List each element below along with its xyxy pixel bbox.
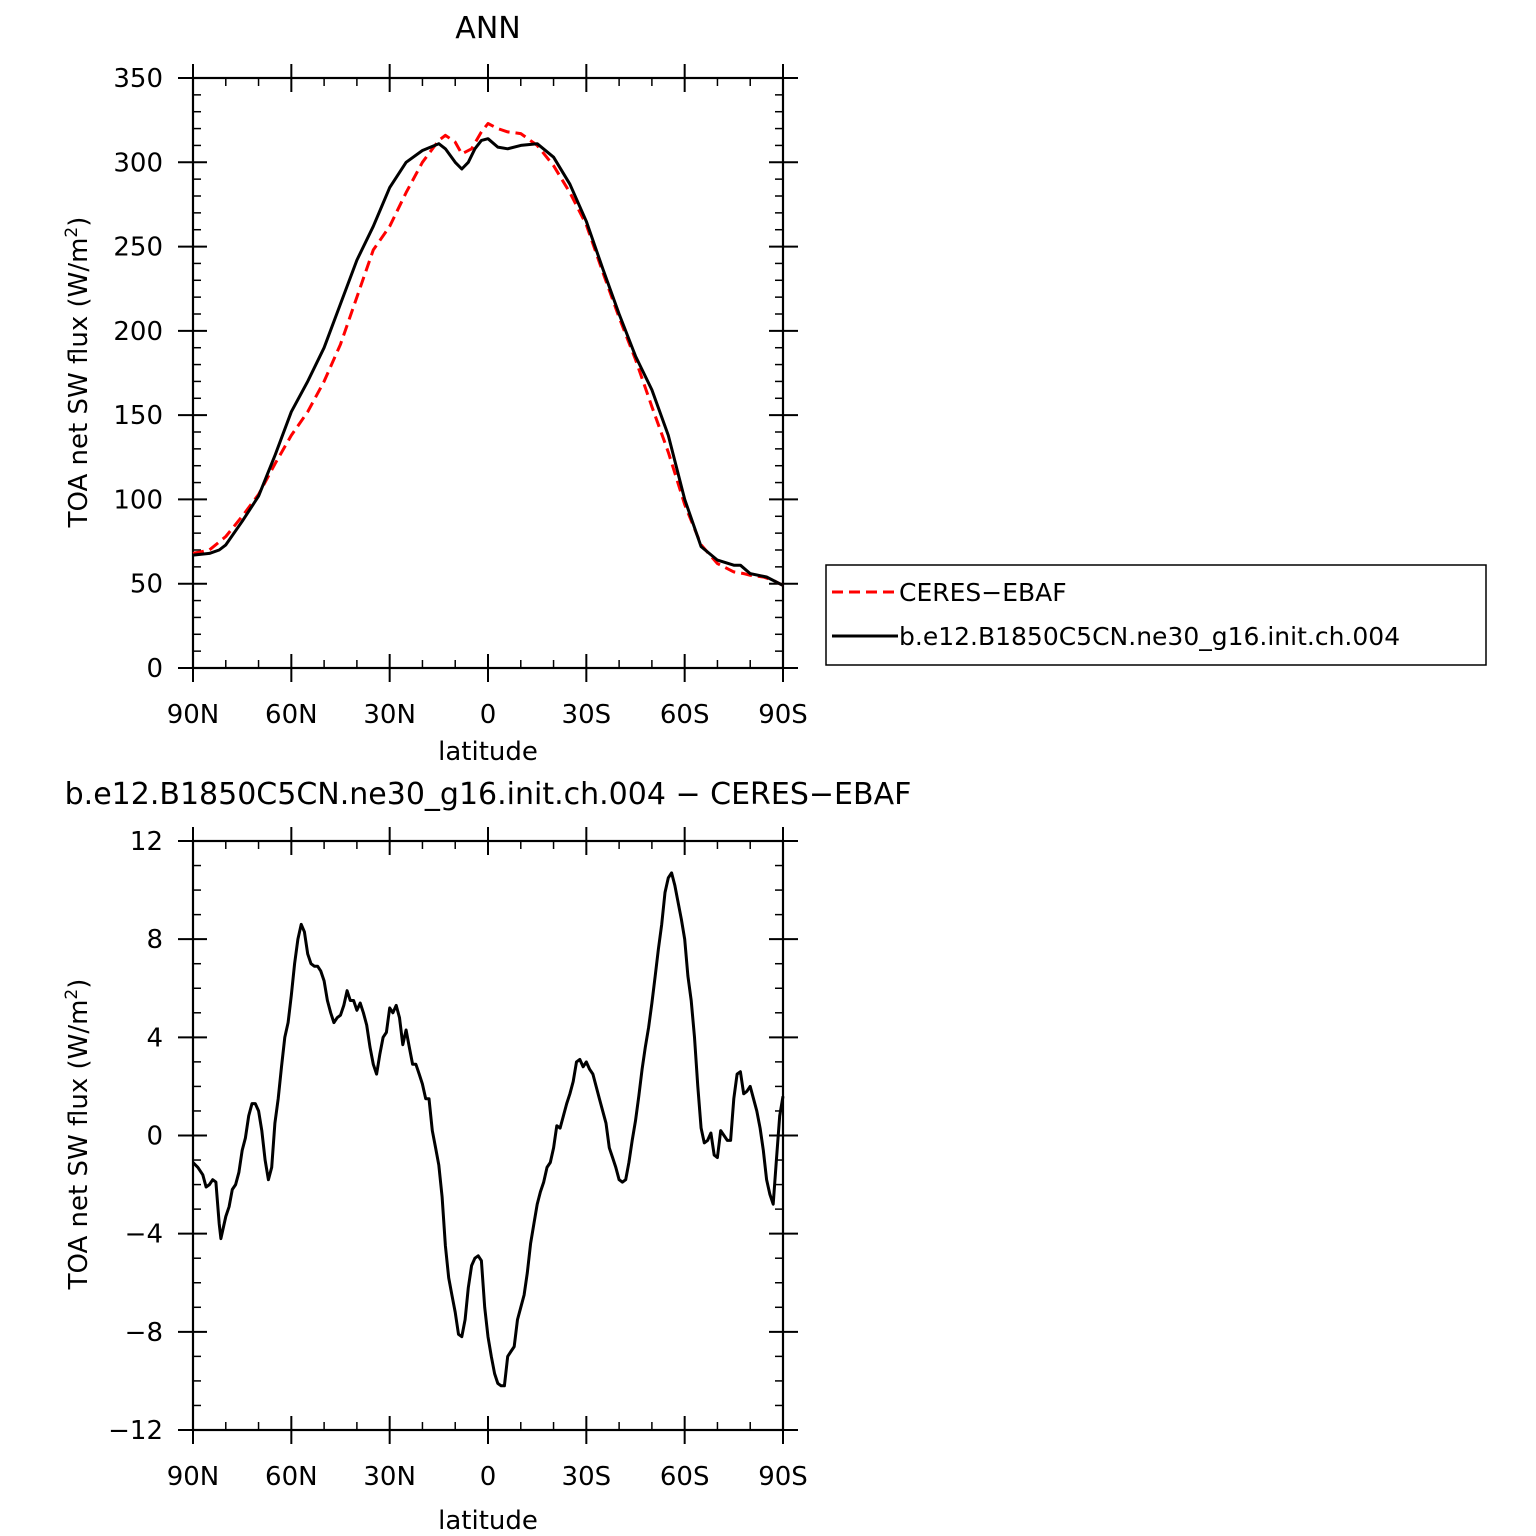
bottom-x-tick-label: 30S [562,1462,612,1492]
bottom-x-tick-label: 60N [265,1462,318,1492]
top-y-axis-title-text: TOA net SW flux (W/m [64,238,94,529]
legend-box [825,564,1487,666]
top-panel: ANN latitude TOA net SW flux (W/m2) 0 50 1… [62,11,1487,767]
bottom-y-tick-label: −8 [125,1318,163,1348]
bottom-y-tick-label: −4 [125,1220,163,1250]
legend-label-model: b.e12.B1850C5CN.ne30_g16.init.ch.004 [899,622,1400,651]
bottom-series-line-0 [191,871,785,1388]
top-chart-title: ANN [455,11,520,46]
top-series-line-0 [192,122,784,587]
top-x-tick-label: 60N [265,700,318,730]
top-y-tick-label: 300 [113,148,163,178]
top-x-tick-label: 30S [562,700,612,730]
top-series-line-1 [192,137,784,587]
bottom-plot-marks: −12 −8 −4 0 4 8 12 90N 60N 30N 0 30S 60S 90S [108,827,808,1492]
bottom-y-tick-label: 12 [130,827,163,857]
top-x-tick-label: 90S [758,700,808,730]
top-y-tick-label: 150 [113,401,163,431]
top-y-axis-title-end: ) [64,217,94,227]
top-x-axis-title: latitude [438,737,538,767]
bottom-y-tick-label: 4 [146,1023,163,1053]
bottom-chart-title: b.e12.B1850C5CN.ne30_g16.init.ch.004 − C… [65,777,912,812]
bottom-y-tick-label: 0 [146,1122,163,1152]
top-x-tick-label: 90N [167,700,220,730]
bottom-y-axis-title-end: ) [64,979,94,989]
top-y-axis-title-sup: 2 [62,227,82,238]
bottom-y-axis-title: TOA net SW flux (W/m2) [62,979,94,1291]
top-y-tick-label: 350 [113,64,163,94]
bottom-y-axis-title-text: TOA net SW flux (W/m [64,1000,94,1291]
top-y-tick-label: 50 [130,570,163,600]
top-y-tick-label: 100 [113,485,163,515]
bottom-x-tick-label: 30N [363,1462,416,1492]
legend: CERES−EBAF b.e12.B1850C5CN.ne30_g16.init… [825,564,1487,666]
bottom-x-tick-label: 90S [758,1462,808,1492]
bottom-x-tick-label: 90N [167,1462,220,1492]
top-y-tick-label: 200 [113,317,163,347]
top-x-tick-label: 30N [363,700,416,730]
top-plot-marks: 0 50 100 150 200 250 300 350 90N 60N 30N 0 30S 60S 90S [113,64,808,730]
top-y-axis-title: TOA net SW flux (W/m2) [62,217,94,529]
top-plot-frame [191,76,785,670]
bottom-x-axis-title: latitude [438,1506,538,1536]
bottom-x-tick-label: 0 [480,1462,497,1492]
top-x-tick-label: 60S [660,700,710,730]
bottom-y-axis-title-sup: 2 [62,989,82,1000]
bottom-y-tick-label: −12 [108,1416,163,1446]
bottom-y-tick-label: 8 [146,925,163,955]
top-x-tick-label: 0 [480,700,497,730]
top-y-tick-label: 250 [113,233,163,263]
top-y-tick-label: 0 [146,654,163,684]
bottom-x-tick-label: 60S [660,1462,710,1492]
legend-label-ceres: CERES−EBAF [899,578,1067,607]
bottom-panel: b.e12.B1850C5CN.ne30_g16.init.ch.004 − C… [62,777,911,1536]
